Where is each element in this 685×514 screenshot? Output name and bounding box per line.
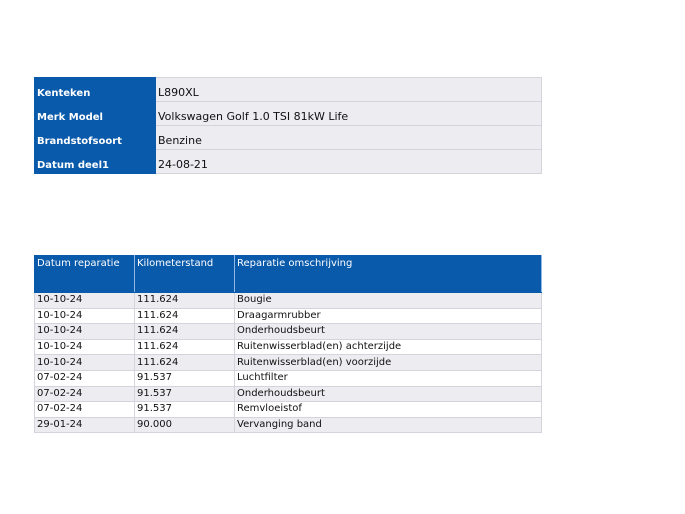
repair-description: Ruitenwisserblad(en) achterzijde [234,338,542,356]
info-row: Datum deel1 24-08-21 [34,149,542,174]
info-label: Kenteken [34,77,156,102]
repair-date: 07-02-24 [34,401,135,418]
repair-description: Onderhoudsbeurt [234,385,542,403]
repair-date: 10-10-24 [34,323,135,340]
table-row: 29-01-24 90.000 Vervanging band [34,416,542,434]
repair-description: Onderhoudsbeurt [234,323,542,340]
repair-date: 07-02-24 [34,369,135,387]
info-value: Benzine [155,125,542,150]
repairs-table: Datum reparatie Kilometerstand Reparatie… [34,255,542,434]
repair-km: 90.000 [134,416,235,434]
info-value: 24-08-21 [155,149,542,174]
info-row: Kenteken L890XL [34,77,542,102]
repair-km: 111.624 [134,292,235,309]
repair-date: 10-10-24 [34,292,135,309]
info-row: Brandstofsoort Benzine [34,125,542,150]
info-row: Merk Model Volkswagen Golf 1.0 TSI 81kW L… [34,101,542,126]
info-value: L890XL [155,77,542,102]
repair-km: 91.537 [134,369,235,387]
table-row: 10-10-24 111.624 Bougie [34,292,542,309]
repair-date: 07-02-24 [34,385,135,403]
table-row: 10-10-24 111.624 Ruitenwisserblad(en) acht… [34,338,542,356]
repair-description: Luchtfilter [234,369,542,387]
repair-description: Ruitenwisserblad(en) voorzijde [234,354,542,371]
repair-date: 10-10-24 [34,307,135,325]
header-kilometerstand: Kilometerstand [134,255,235,293]
repair-km: 111.624 [134,323,235,340]
info-label: Datum deel1 [34,149,156,174]
repair-date: 10-10-24 [34,338,135,356]
header-datum: Datum reparatie [34,255,135,293]
table-row: 10-10-24 111.624 Onderhoudsbeurt [34,323,542,340]
info-value: Volkswagen Golf 1.0 TSI 81kW Life [155,101,542,126]
repair-km: 91.537 [134,385,235,403]
repair-date: 10-10-24 [34,354,135,371]
repairs-header-row: Datum reparatie Kilometerstand Reparatie… [34,255,542,293]
repair-km: 111.624 [134,307,235,325]
vehicle-info-table: Kenteken L890XL Merk Model Volkswagen Golf … [34,77,542,174]
repair-date: 29-01-24 [34,416,135,434]
table-row: 07-02-24 91.537 Remvloeistof [34,401,542,418]
repair-description: Vervanging band [234,416,542,434]
info-label: Merk Model [34,101,156,126]
repair-description: Remvloeistof [234,401,542,418]
repair-description: Bougie [234,292,542,309]
table-row: 10-10-24 111.624 Draagarmrubber [34,307,542,325]
info-label: Brandstofsoort [34,125,156,150]
table-row: 10-10-24 111.624 Ruitenwisserblad(en) voor… [34,354,542,371]
table-row: 07-02-24 91.537 Onderhoudsbeurt [34,385,542,403]
table-row: 07-02-24 91.537 Luchtfilter [34,369,542,387]
repair-description: Draagarmrubber [234,307,542,325]
repair-km: 91.537 [134,401,235,418]
repair-km: 111.624 [134,354,235,371]
header-omschrijving: Reparatie omschrijving [234,255,542,293]
repair-km: 111.624 [134,338,235,356]
